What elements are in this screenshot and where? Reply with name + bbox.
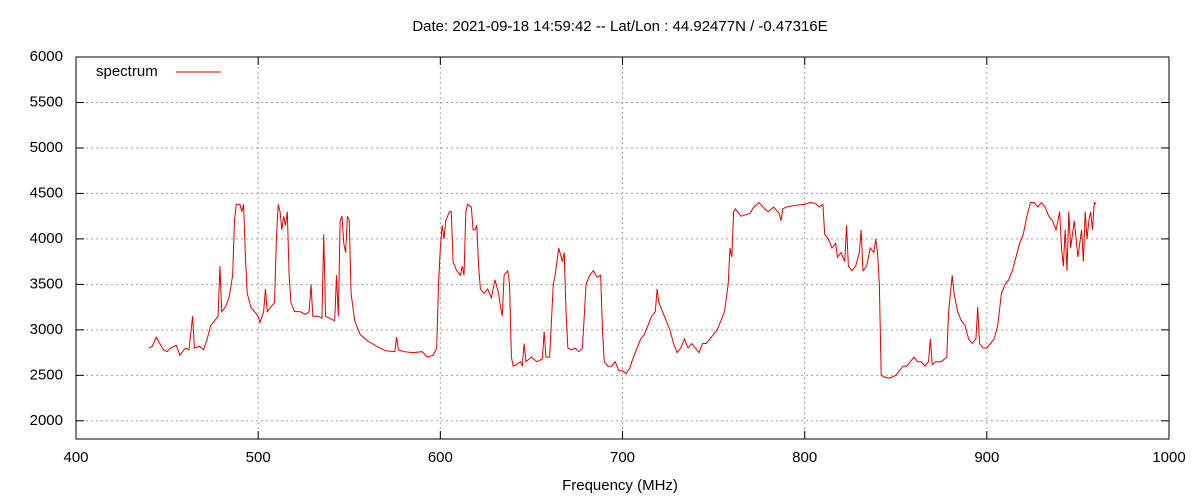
legend-label: spectrum xyxy=(96,63,158,80)
x-tick-label: 900 xyxy=(974,449,999,466)
y-tick-label: 4500 xyxy=(30,184,63,201)
y-tick-label: 5000 xyxy=(30,139,63,156)
spectrum-line xyxy=(148,201,1097,379)
y-tick-label: 2000 xyxy=(30,412,63,429)
chart-title: Date: 2021-09-18 14:59:42 -- Lat/Lon : 4… xyxy=(412,18,827,35)
y-tick-label: 5500 xyxy=(30,93,63,110)
x-tick-label: 800 xyxy=(792,449,817,466)
x-axis-label: Frequency (MHz) xyxy=(562,477,678,494)
x-tick-label: 700 xyxy=(610,449,635,466)
y-tick-label: 4000 xyxy=(30,230,63,247)
y-tick-label: 3500 xyxy=(30,275,63,292)
plot-border xyxy=(75,56,1170,440)
x-tick-label: 500 xyxy=(246,449,271,466)
y-tick-label: 6000 xyxy=(30,48,63,65)
y-tick-label: 2500 xyxy=(30,366,63,383)
x-tick-label: 600 xyxy=(428,449,453,466)
y-tick-label: 3000 xyxy=(30,321,63,338)
x-tick-label: 1000 xyxy=(1152,449,1185,466)
x-tick-label: 400 xyxy=(63,449,88,466)
